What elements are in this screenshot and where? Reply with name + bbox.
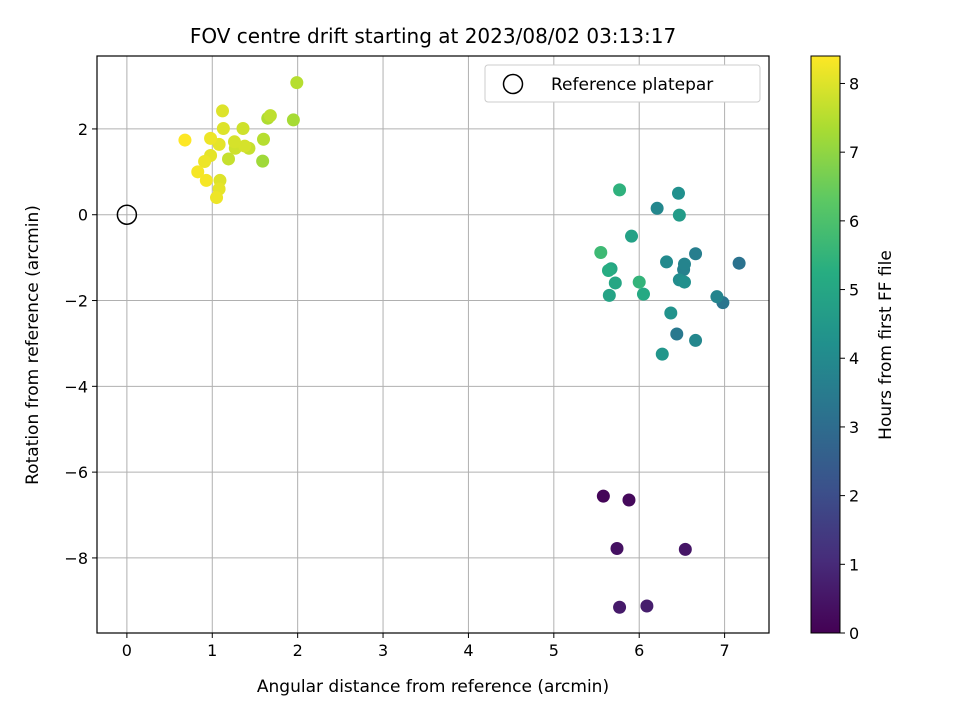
colorbar-tick-label: 0 (849, 624, 859, 643)
data-point (640, 599, 654, 613)
y-axis-label: Rotation from reference (arcmin) (23, 205, 43, 485)
y-tick-label: 0 (78, 206, 88, 225)
colorbar-tick-label: 2 (849, 487, 859, 506)
data-point (290, 76, 304, 90)
x-tick-label: 3 (378, 641, 388, 660)
data-point (227, 135, 241, 149)
data-point (677, 275, 691, 289)
data-point (710, 290, 724, 304)
x-tick-label: 6 (634, 641, 644, 660)
reference-marker (116, 204, 138, 225)
x-tick-label: 0 (122, 641, 132, 660)
x-tick-label: 7 (720, 641, 730, 660)
data-point (236, 122, 250, 136)
data-point (601, 263, 615, 277)
data-point (655, 347, 669, 361)
legend-box (484, 64, 761, 103)
scatter-series (178, 76, 746, 614)
x-axis-ticks: 0 1 2 3 4 5 6 7 (122, 633, 730, 660)
data-point (178, 133, 192, 147)
data-point (216, 104, 230, 118)
data-point (732, 256, 746, 270)
data-point (238, 139, 252, 153)
x-axis-label: Angular distance from reference (arcmin) (257, 677, 609, 697)
colorbar-gradient (810, 55, 841, 634)
colorbar-ticks: 0 1 2 3 4 5 6 7 8 (840, 74, 859, 643)
data-point (622, 493, 636, 507)
data-point (221, 152, 235, 166)
colorbar-tick-label: 4 (849, 349, 859, 368)
colorbar-tick-label: 1 (849, 555, 859, 574)
y-tick-label: −8 (64, 549, 88, 568)
data-point (636, 287, 650, 301)
legend: Reference platepar (484, 64, 761, 103)
data-point (670, 327, 684, 341)
data-point (286, 113, 300, 127)
data-point (625, 229, 639, 243)
x-tick-label: 4 (463, 641, 473, 660)
data-point (613, 600, 627, 614)
x-tick-label: 2 (293, 641, 303, 660)
data-point (257, 132, 271, 146)
data-point (660, 255, 674, 269)
data-point (191, 165, 205, 179)
y-tick-label: −6 (64, 463, 88, 482)
data-point (608, 276, 622, 290)
colorbar-tick-label: 6 (849, 212, 859, 231)
x-tick-label: 1 (207, 641, 217, 660)
data-point (678, 542, 692, 556)
x-tick-label: 5 (549, 641, 559, 660)
data-point (204, 131, 218, 145)
data-point (263, 109, 277, 123)
data-point (632, 275, 646, 289)
colorbar-tick-label: 7 (849, 143, 859, 162)
data-point (610, 541, 624, 555)
grid (97, 56, 769, 633)
data-point (650, 201, 664, 215)
y-tick-label: −4 (64, 377, 88, 396)
colorbar-tick-label: 5 (849, 281, 859, 300)
data-point (216, 122, 230, 136)
colorbar-label: Hours from first FF file (876, 250, 896, 440)
data-point (613, 183, 627, 197)
data-point (596, 489, 610, 503)
colorbar-tick-label: 8 (849, 74, 859, 93)
data-point (664, 306, 678, 320)
data-point (210, 191, 224, 205)
chart-title: FOV centre drift starting at 2023/08/02 … (190, 24, 676, 48)
plot-frame (96, 55, 770, 634)
data-point (256, 154, 270, 168)
y-tick-label: −2 (64, 292, 88, 311)
legend-marker (502, 73, 524, 95)
legend-label: Reference platepar (551, 75, 713, 95)
data-point (672, 208, 686, 222)
y-tick-label: 2 (78, 120, 88, 139)
data-point (677, 257, 691, 271)
data-point (689, 247, 703, 261)
colorbar: 0 1 2 3 4 5 6 7 8 Hours from first FF file (810, 55, 896, 643)
colorbar-tick-label: 3 (849, 418, 859, 437)
data-point (671, 186, 685, 200)
data-point (199, 173, 213, 187)
y-axis-ticks: −8 −6 −4 −2 0 2 (64, 120, 97, 568)
data-point (689, 333, 703, 347)
data-point (198, 155, 212, 169)
data-point (602, 288, 616, 302)
data-point (594, 245, 608, 259)
